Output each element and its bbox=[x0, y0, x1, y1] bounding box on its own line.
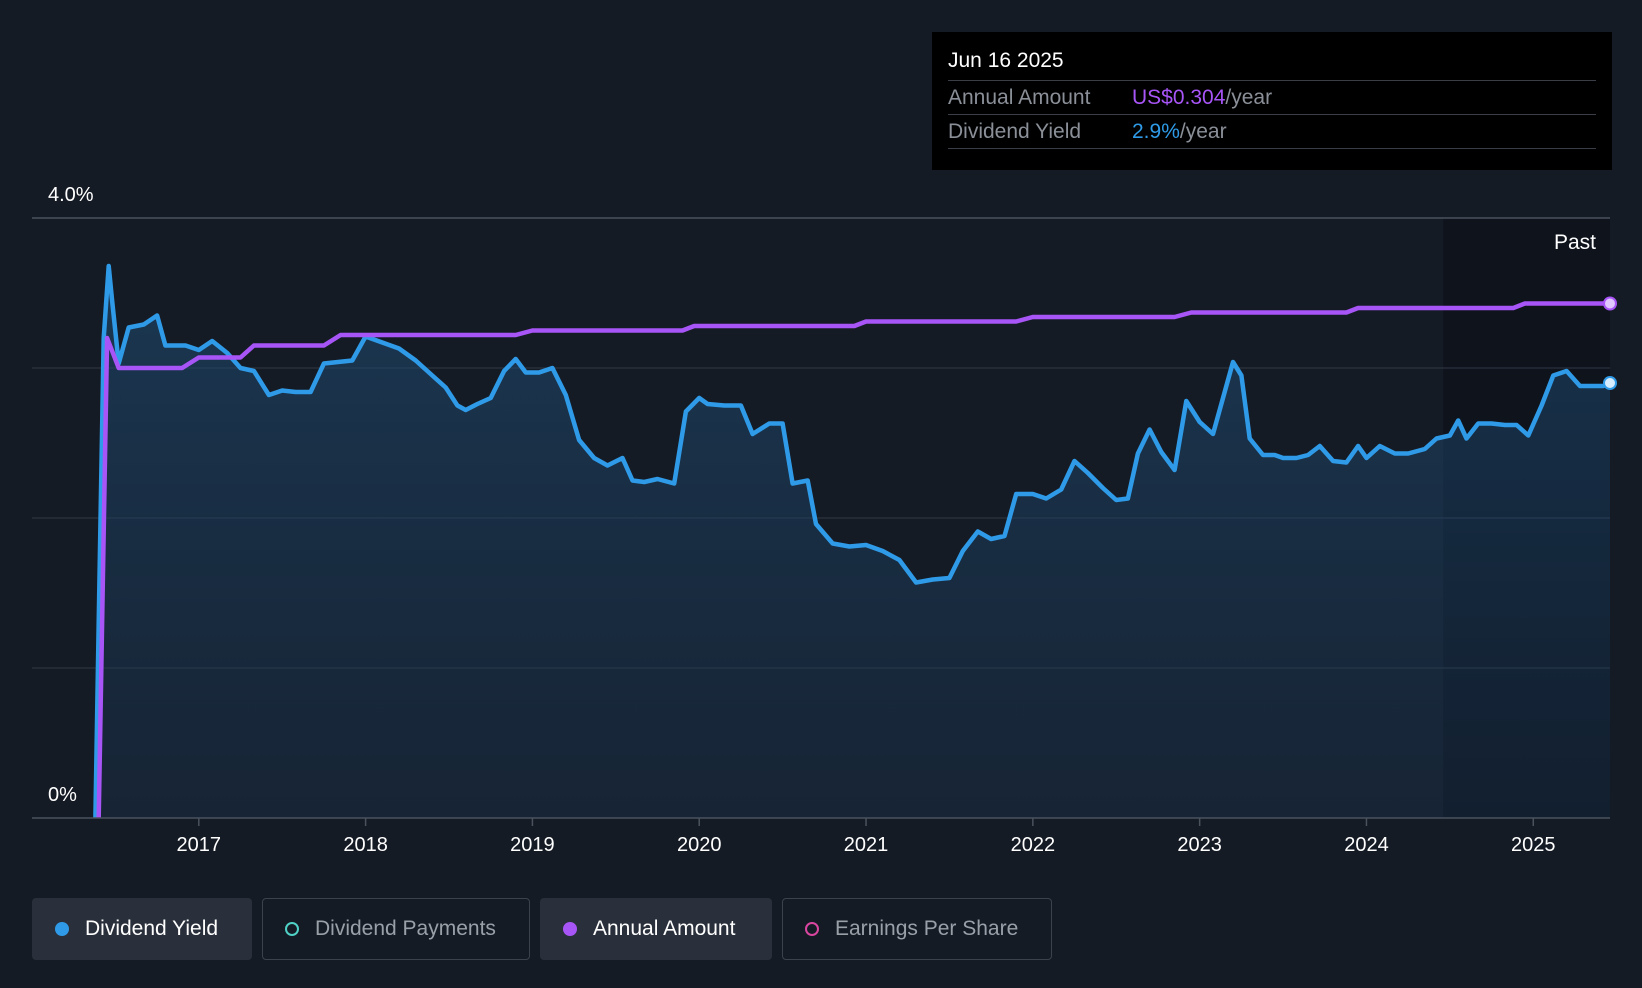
tooltip-date: Jun 16 2025 bbox=[948, 46, 1596, 81]
tooltip: Jun 16 2025 Annual Amount US$0.304 /year… bbox=[932, 32, 1612, 170]
tooltip-dividend-yield-value: 2.9% bbox=[1132, 120, 1180, 143]
annual-amount-line bbox=[96, 301, 1610, 819]
y-tick-top: 4.0% bbox=[48, 184, 94, 206]
tooltip-dividend-yield-row: Dividend Yield 2.9% /year bbox=[948, 115, 1596, 149]
x-tick-label: 2021 bbox=[844, 834, 889, 856]
tooltip-annual-amount-value: US$0.304 bbox=[1132, 86, 1226, 109]
dividend-yield-end-marker bbox=[1603, 376, 1617, 390]
x-axis-ticks: 2017 2018 2019 2020 2021 2022 2023 2024 2025 bbox=[177, 818, 1556, 856]
dividend-yield-line bbox=[93, 263, 1611, 819]
x-tick-label: 2025 bbox=[1511, 834, 1556, 856]
legend-dividend-payments-label: Dividend Payments bbox=[315, 917, 496, 940]
x-tick-label: 2023 bbox=[1177, 834, 1222, 856]
dividend-payments-ring-icon bbox=[285, 922, 299, 936]
legend-earnings-per-share[interactable]: Earnings Per Share bbox=[782, 898, 1052, 960]
legend-dividend-yield[interactable]: Dividend Yield bbox=[32, 898, 252, 960]
legend-annual-amount-label: Annual Amount bbox=[593, 917, 736, 940]
dividend-yield-dot-icon bbox=[55, 922, 69, 936]
past-label: Past bbox=[1554, 231, 1596, 254]
x-tick-label: 2022 bbox=[1011, 834, 1056, 856]
earnings-per-share-ring-icon bbox=[805, 922, 819, 936]
annual-amount-end-marker bbox=[1603, 296, 1617, 311]
annual-amount-dot-icon bbox=[563, 922, 577, 936]
legend: Dividend Yield Dividend Payments Annual … bbox=[32, 898, 1052, 960]
tooltip-dividend-yield-unit: /year bbox=[1179, 120, 1227, 143]
x-tick-label: 2017 bbox=[177, 834, 222, 856]
tooltip-annual-amount-unit: /year bbox=[1225, 86, 1273, 109]
legend-dividend-payments[interactable]: Dividend Payments bbox=[262, 898, 530, 960]
tooltip-annual-amount-label: Annual Amount bbox=[948, 86, 1091, 109]
x-tick-label: 2018 bbox=[343, 834, 388, 856]
legend-earnings-per-share-label: Earnings Per Share bbox=[835, 917, 1019, 940]
tooltip-annual-amount-row: Annual Amount US$0.304 /year bbox=[948, 81, 1596, 115]
dividend-yield-area bbox=[95, 266, 1610, 818]
x-tick-label: 2019 bbox=[510, 834, 555, 856]
x-tick-label: 2020 bbox=[677, 834, 722, 856]
legend-annual-amount[interactable]: Annual Amount bbox=[540, 898, 772, 960]
legend-dividend-yield-label: Dividend Yield bbox=[85, 917, 219, 940]
tooltip-dividend-yield-label: Dividend Yield bbox=[948, 120, 1082, 143]
y-tick-bottom: 0% bbox=[48, 784, 77, 806]
x-tick-label: 2024 bbox=[1344, 834, 1389, 856]
